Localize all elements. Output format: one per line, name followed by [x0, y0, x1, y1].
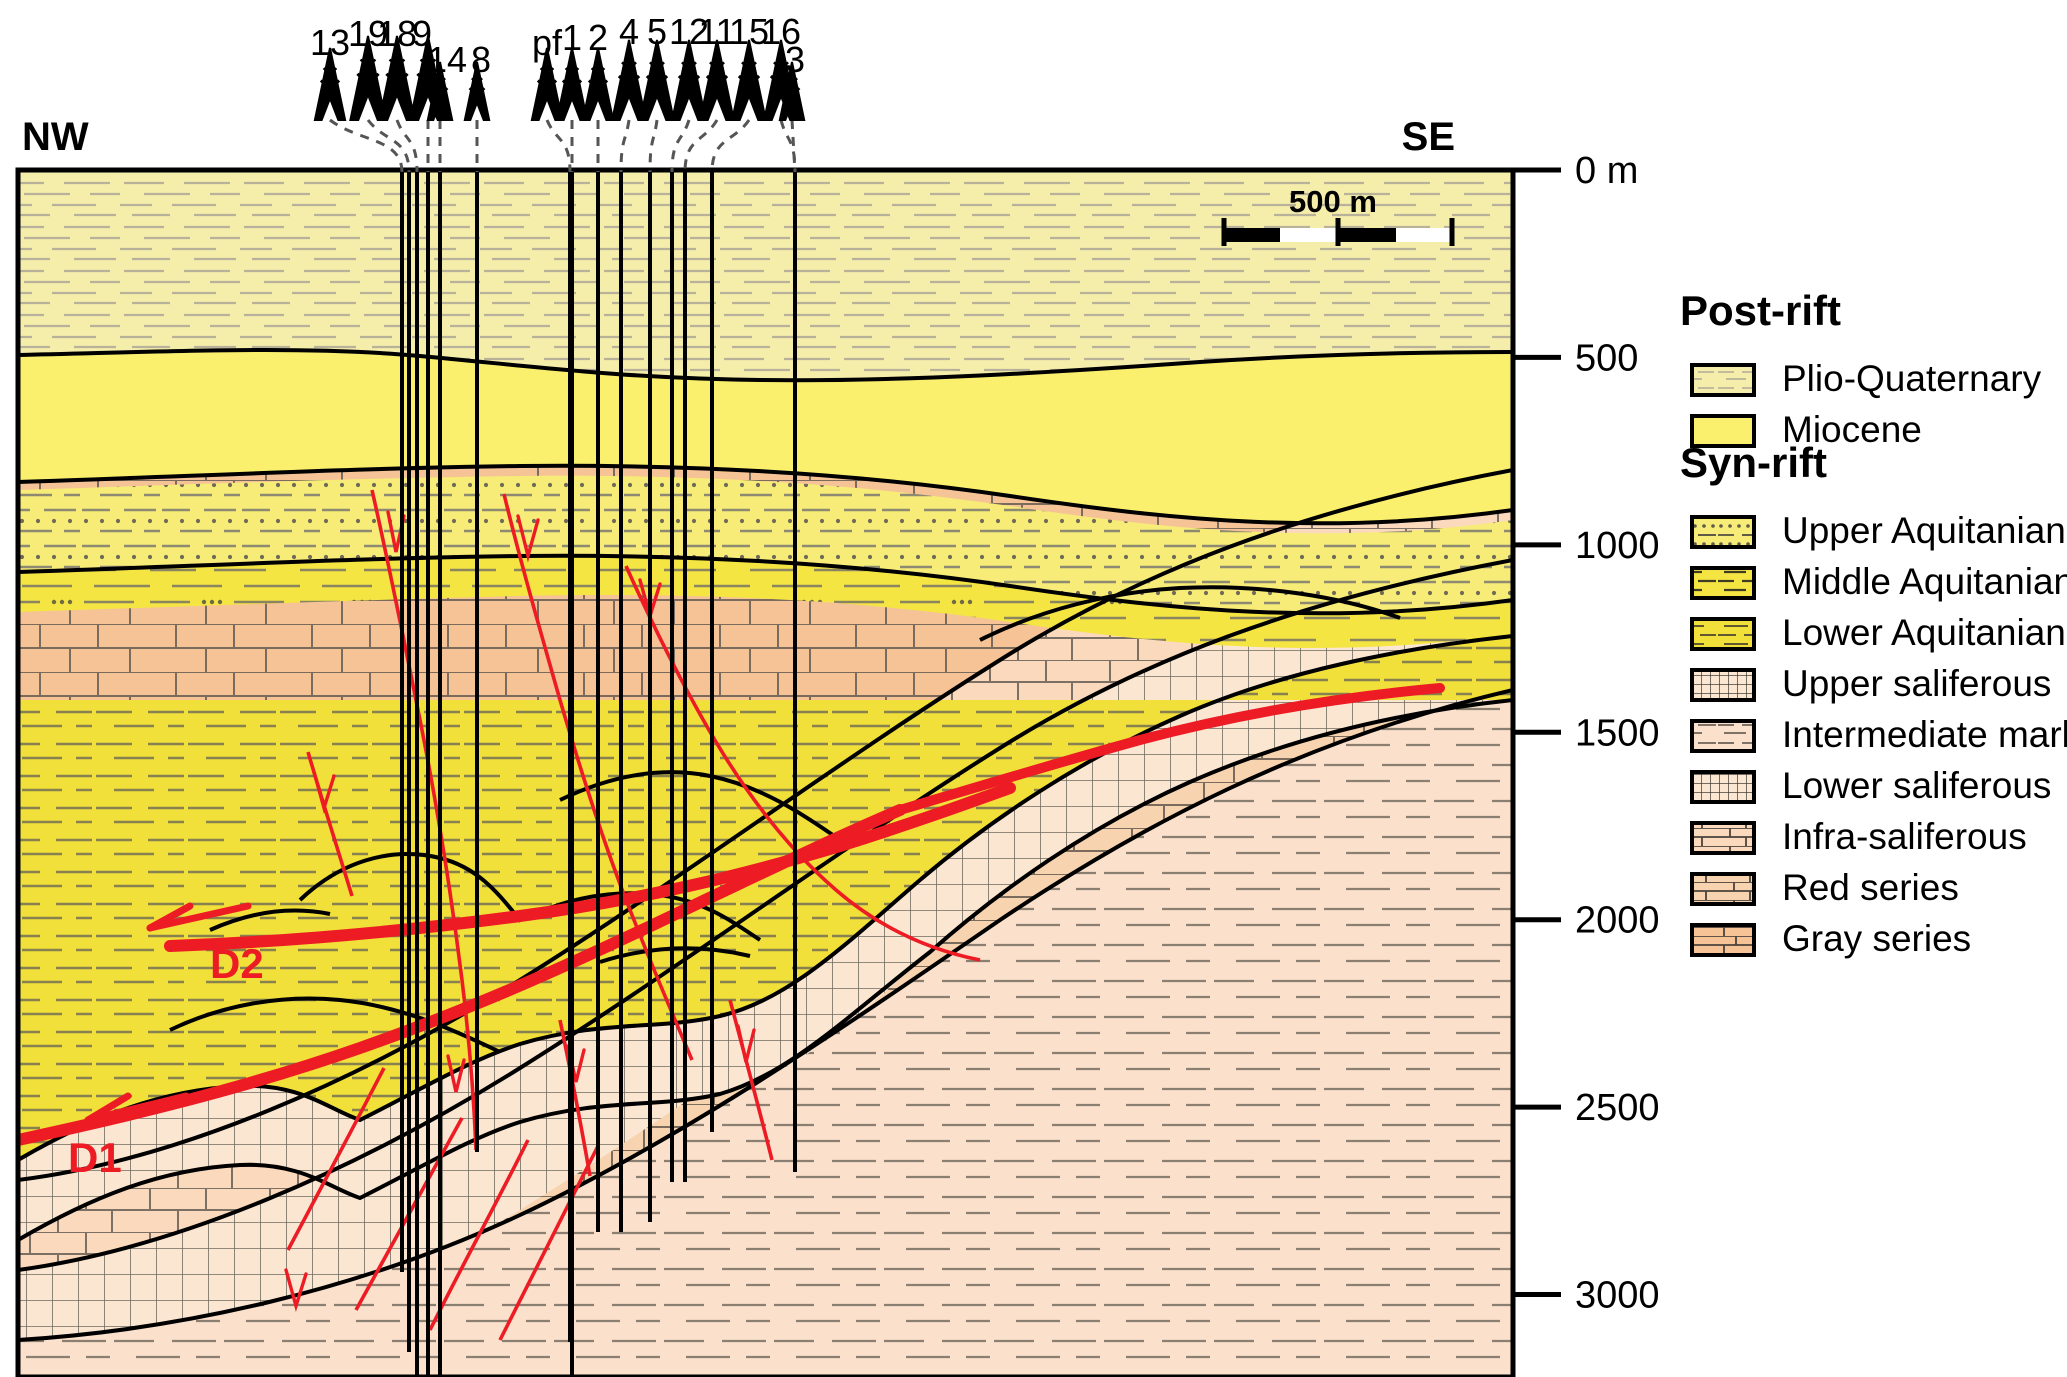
legend-label-1-7: Red series — [1782, 867, 1959, 908]
depth-tick-label-3: 1500 — [1575, 712, 1660, 754]
derrick-4 — [610, 39, 648, 121]
legend-label-1-2: Lower Aquitanian — [1782, 612, 2066, 653]
well-deviation-4 — [619, 119, 631, 173]
legend-swatch-1-6 — [1690, 821, 1756, 855]
well-deviation-12 — [670, 119, 691, 173]
legend-swatch-1-0 — [1690, 515, 1756, 549]
legend-label-1-8: Gray series — [1782, 918, 1971, 959]
well-label-3: 3 — [785, 39, 805, 80]
depth-tick-label-0: 0 m — [1575, 150, 1638, 192]
well-label-14: 14 — [427, 39, 467, 80]
depth-tick-label-1: 500 — [1575, 337, 1638, 379]
legend-swatch-1-3 — [1690, 668, 1756, 702]
legend-label-1-3: Upper saliferous — [1782, 663, 2051, 704]
unit-plio-quaternary — [18, 170, 1513, 381]
legend-swatch-1-8 — [1690, 923, 1756, 957]
well-deviation-3 — [790, 119, 797, 173]
well-deviation-pf — [545, 119, 572, 173]
well-deviation-16 — [779, 119, 797, 173]
unit-upper-aquitanian — [18, 475, 1513, 614]
legend-swatch-1-5 — [1690, 770, 1756, 804]
legend-label-0-0: Plio-Quaternary — [1782, 358, 2042, 399]
derrick-13 — [313, 47, 347, 121]
depth-tick-label-5: 2500 — [1575, 1087, 1660, 1129]
legend-swatch-1-7 — [1690, 872, 1756, 906]
well-tracks-group — [400, 172, 797, 1377]
well-label-pf: pf — [532, 22, 563, 63]
section-body — [18, 170, 1513, 1377]
depth-tick-label-6: 3000 — [1575, 1275, 1660, 1317]
derrick-15 — [730, 39, 768, 121]
unit-lower-aquitanian — [18, 636, 1513, 1160]
legend-swatch-1-4 — [1690, 719, 1756, 753]
well-label-2: 2 — [588, 17, 608, 58]
unit-miocene — [18, 350, 1513, 524]
derrick-3 — [778, 61, 806, 121]
legend-label-1-0: Upper Aquitanian — [1782, 510, 2066, 551]
well-deviation-18 — [395, 119, 419, 173]
normal-faults — [286, 489, 981, 1341]
orientation-label-nw: NW — [22, 115, 89, 159]
legend-label-1-6: Infra-saliferous — [1782, 816, 2027, 857]
depth-tick-label-4: 2000 — [1575, 900, 1660, 942]
well-label-12: 12 — [669, 11, 709, 52]
shear-sense-arrows — [84, 902, 252, 1124]
derrick-2 — [581, 47, 615, 121]
legend-group-title-0: Post-rift — [1680, 287, 1841, 334]
well-label-5: 5 — [647, 11, 667, 52]
legend-label-1-4: Intermediate marl — [1782, 714, 2067, 755]
well-label-13: 13 — [310, 22, 350, 63]
legend-label-1-5: Lower saliferous — [1782, 765, 2051, 806]
well-label-9: 9 — [412, 13, 432, 54]
well-deviation-5 — [648, 119, 659, 173]
well-label-11: 11 — [698, 11, 735, 52]
derrick-12 — [670, 39, 708, 121]
well-label-19: 19 — [348, 13, 388, 54]
fault-label-D1: D1 — [68, 1134, 122, 1181]
scale-bar: 500 m — [1221, 184, 1455, 246]
unit-upper-saliferous-complex — [18, 636, 1513, 1240]
legend-swatch-1-1 — [1690, 566, 1756, 600]
orientation-label-se: SE — [1402, 115, 1455, 159]
scale-bar-label: 500 m — [1289, 184, 1377, 219]
well-deviation-dashes — [329, 118, 797, 173]
well-label-15: 15 — [729, 11, 769, 52]
detachment-D2-upper — [895, 683, 1445, 815]
fault-label-D2: D2 — [210, 940, 264, 987]
derricks-group — [313, 35, 806, 121]
legend-label-1-1: Middle Aquitanian — [1782, 561, 2067, 602]
well-label-1: 1 — [562, 17, 582, 58]
derrick-8 — [463, 61, 491, 121]
well-deviation-11 — [683, 119, 719, 173]
derrick-11 — [698, 39, 736, 121]
legend-swatch-0-0 — [1690, 363, 1756, 397]
well-label-8: 8 — [471, 39, 491, 80]
well-deviation-13 — [329, 118, 404, 173]
section-frame — [15, 167, 1516, 1377]
unit-intermediate-marl — [18, 690, 1513, 1377]
well-deviation-15 — [710, 119, 751, 173]
well-label-18: 18 — [377, 13, 417, 54]
detachment-D2 — [164, 782, 1016, 952]
depth-axis: 0 m 500 1000 1500 2000 2500 3000 — [1513, 150, 1660, 1317]
legend-label-0-1: Miocene — [1782, 409, 1922, 450]
well-deviation-19 — [366, 119, 411, 173]
legend-swatch-0-1 — [1690, 414, 1756, 448]
derrick-14 — [426, 61, 454, 121]
legend-group-title-1: Syn-rift — [1680, 439, 1827, 486]
fault-slip-arrows — [284, 510, 756, 1313]
derrick-5 — [638, 39, 676, 121]
well-label-16: 16 — [761, 11, 801, 52]
well-label-4: 4 — [619, 11, 639, 52]
depth-tick-label-2: 1000 — [1575, 525, 1660, 567]
legend-swatch-1-2 — [1690, 617, 1756, 651]
